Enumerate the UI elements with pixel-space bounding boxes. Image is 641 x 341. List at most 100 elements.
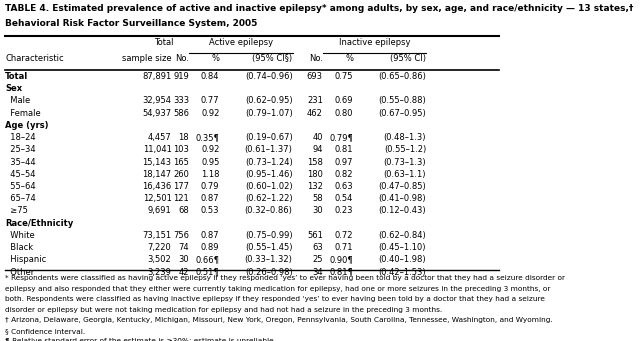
Text: (0.55–1.2): (0.55–1.2) bbox=[384, 145, 426, 154]
Text: 18: 18 bbox=[179, 133, 189, 142]
Text: 756: 756 bbox=[173, 231, 189, 240]
Text: 0.97: 0.97 bbox=[335, 158, 353, 166]
Text: 45–54: 45–54 bbox=[5, 170, 35, 179]
Text: 260: 260 bbox=[173, 170, 189, 179]
Text: (0.74–0.96): (0.74–0.96) bbox=[245, 72, 292, 81]
Text: (0.55–1.45): (0.55–1.45) bbox=[245, 243, 292, 252]
Text: 42: 42 bbox=[179, 268, 189, 277]
Text: 18,147: 18,147 bbox=[142, 170, 172, 179]
Text: 0.53: 0.53 bbox=[201, 207, 219, 216]
Text: 0.69: 0.69 bbox=[335, 96, 353, 105]
Text: 30: 30 bbox=[179, 255, 189, 265]
Text: (0.62–0.95): (0.62–0.95) bbox=[245, 96, 292, 105]
Text: 25: 25 bbox=[312, 255, 323, 265]
Text: 586: 586 bbox=[173, 108, 189, 118]
Text: 0.71: 0.71 bbox=[335, 243, 353, 252]
Text: %: % bbox=[345, 54, 353, 63]
Text: Other: Other bbox=[5, 268, 35, 277]
Text: (0.95–1.46): (0.95–1.46) bbox=[245, 170, 292, 179]
Text: Race/Ethnicity: Race/Ethnicity bbox=[5, 219, 73, 228]
Text: 0.72: 0.72 bbox=[335, 231, 353, 240]
Text: 0.77: 0.77 bbox=[201, 96, 219, 105]
Text: 9,691: 9,691 bbox=[148, 207, 172, 216]
Text: 15,143: 15,143 bbox=[142, 158, 172, 166]
Text: 3,502: 3,502 bbox=[148, 255, 172, 265]
Text: (0.62–0.84): (0.62–0.84) bbox=[378, 231, 426, 240]
Text: (0.73–1.24): (0.73–1.24) bbox=[245, 158, 292, 166]
Text: 0.79¶: 0.79¶ bbox=[329, 133, 353, 142]
Text: 561: 561 bbox=[307, 231, 323, 240]
Text: 16,436: 16,436 bbox=[142, 182, 172, 191]
Text: disorder or epilepsy but were not taking medication for epilepsy and had not had: disorder or epilepsy but were not taking… bbox=[5, 307, 442, 313]
Text: 63: 63 bbox=[312, 243, 323, 252]
Text: (0.62–1.22): (0.62–1.22) bbox=[245, 194, 292, 203]
Text: 18–24: 18–24 bbox=[5, 133, 36, 142]
Text: 4,457: 4,457 bbox=[148, 133, 172, 142]
Text: 0.81¶: 0.81¶ bbox=[329, 268, 353, 277]
Text: 177: 177 bbox=[173, 182, 189, 191]
Text: 0.89: 0.89 bbox=[201, 243, 219, 252]
Text: 0.92: 0.92 bbox=[201, 108, 219, 118]
Text: 34: 34 bbox=[312, 268, 323, 277]
Text: 7,220: 7,220 bbox=[148, 243, 172, 252]
Text: (0.73–1.3): (0.73–1.3) bbox=[383, 158, 426, 166]
Text: (0.75–0.99): (0.75–0.99) bbox=[245, 231, 292, 240]
Text: (0.33–1.32): (0.33–1.32) bbox=[245, 255, 292, 265]
Text: 0.82: 0.82 bbox=[335, 170, 353, 179]
Text: (0.26–0.98): (0.26–0.98) bbox=[245, 268, 292, 277]
Text: 55–64: 55–64 bbox=[5, 182, 36, 191]
Text: (0.79–1.07): (0.79–1.07) bbox=[245, 108, 292, 118]
Text: 35–44: 35–44 bbox=[5, 158, 36, 166]
Text: (0.32–0.86): (0.32–0.86) bbox=[245, 207, 292, 216]
Text: 103: 103 bbox=[173, 145, 189, 154]
Text: 73,151: 73,151 bbox=[142, 231, 172, 240]
Text: epilepsy and also responded that they either were currently taking medication fo: epilepsy and also responded that they ei… bbox=[5, 285, 551, 292]
Text: 0.90¶: 0.90¶ bbox=[329, 255, 353, 265]
Text: No.: No. bbox=[175, 54, 189, 63]
Text: (95% CI): (95% CI) bbox=[390, 54, 426, 63]
Text: 68: 68 bbox=[178, 207, 189, 216]
Text: 54,937: 54,937 bbox=[142, 108, 172, 118]
Text: Characteristic: Characteristic bbox=[5, 54, 63, 63]
Text: Sex: Sex bbox=[5, 84, 22, 93]
Text: 0.87: 0.87 bbox=[201, 231, 219, 240]
Text: 0.79: 0.79 bbox=[201, 182, 219, 191]
Text: (0.12–0.43): (0.12–0.43) bbox=[379, 207, 426, 216]
Text: No.: No. bbox=[309, 54, 323, 63]
Text: † Arizona, Delaware, Georgia, Kentucky, Michigan, Missouri, New York, Oregon, Pe: † Arizona, Delaware, Georgia, Kentucky, … bbox=[5, 317, 553, 323]
Text: (0.65–0.86): (0.65–0.86) bbox=[378, 72, 426, 81]
Text: 231: 231 bbox=[307, 96, 323, 105]
Text: 87,891: 87,891 bbox=[142, 72, 172, 81]
Text: 94: 94 bbox=[312, 145, 323, 154]
Text: Behavioral Risk Factor Surveillance System, 2005: Behavioral Risk Factor Surveillance Syst… bbox=[5, 19, 258, 28]
Text: Age (yrs): Age (yrs) bbox=[5, 121, 49, 130]
Text: 158: 158 bbox=[307, 158, 323, 166]
Text: White: White bbox=[5, 231, 35, 240]
Text: (0.41–0.98): (0.41–0.98) bbox=[379, 194, 426, 203]
Text: Inactive epilepsy: Inactive epilepsy bbox=[339, 38, 410, 47]
Text: Active epilepsy: Active epilepsy bbox=[209, 38, 273, 47]
Text: 0.63: 0.63 bbox=[335, 182, 353, 191]
Text: 0.87: 0.87 bbox=[201, 194, 219, 203]
Text: 0.84: 0.84 bbox=[201, 72, 219, 81]
Text: (0.19–0.67): (0.19–0.67) bbox=[245, 133, 292, 142]
Text: * Respondents were classified as having active epilepsy if they responded ‘yes’ : * Respondents were classified as having … bbox=[5, 275, 565, 281]
Text: 919: 919 bbox=[174, 72, 189, 81]
Text: Total: Total bbox=[154, 38, 174, 47]
Text: (95% CI§): (95% CI§) bbox=[253, 54, 292, 63]
Text: Male: Male bbox=[5, 96, 30, 105]
Text: 0.35¶: 0.35¶ bbox=[196, 133, 219, 142]
Text: (0.45–1.10): (0.45–1.10) bbox=[379, 243, 426, 252]
Text: 0.23: 0.23 bbox=[335, 207, 353, 216]
Text: sample size: sample size bbox=[122, 54, 172, 63]
Text: 12,501: 12,501 bbox=[143, 194, 172, 203]
Text: 58: 58 bbox=[312, 194, 323, 203]
Text: 0.95: 0.95 bbox=[201, 158, 219, 166]
Text: 132: 132 bbox=[307, 182, 323, 191]
Text: 0.66¶: 0.66¶ bbox=[196, 255, 219, 265]
Text: (0.40–1.98): (0.40–1.98) bbox=[379, 255, 426, 265]
Text: (0.67–0.95): (0.67–0.95) bbox=[378, 108, 426, 118]
Text: 1.18: 1.18 bbox=[201, 170, 219, 179]
Text: Female: Female bbox=[5, 108, 41, 118]
Text: 65–74: 65–74 bbox=[5, 194, 36, 203]
